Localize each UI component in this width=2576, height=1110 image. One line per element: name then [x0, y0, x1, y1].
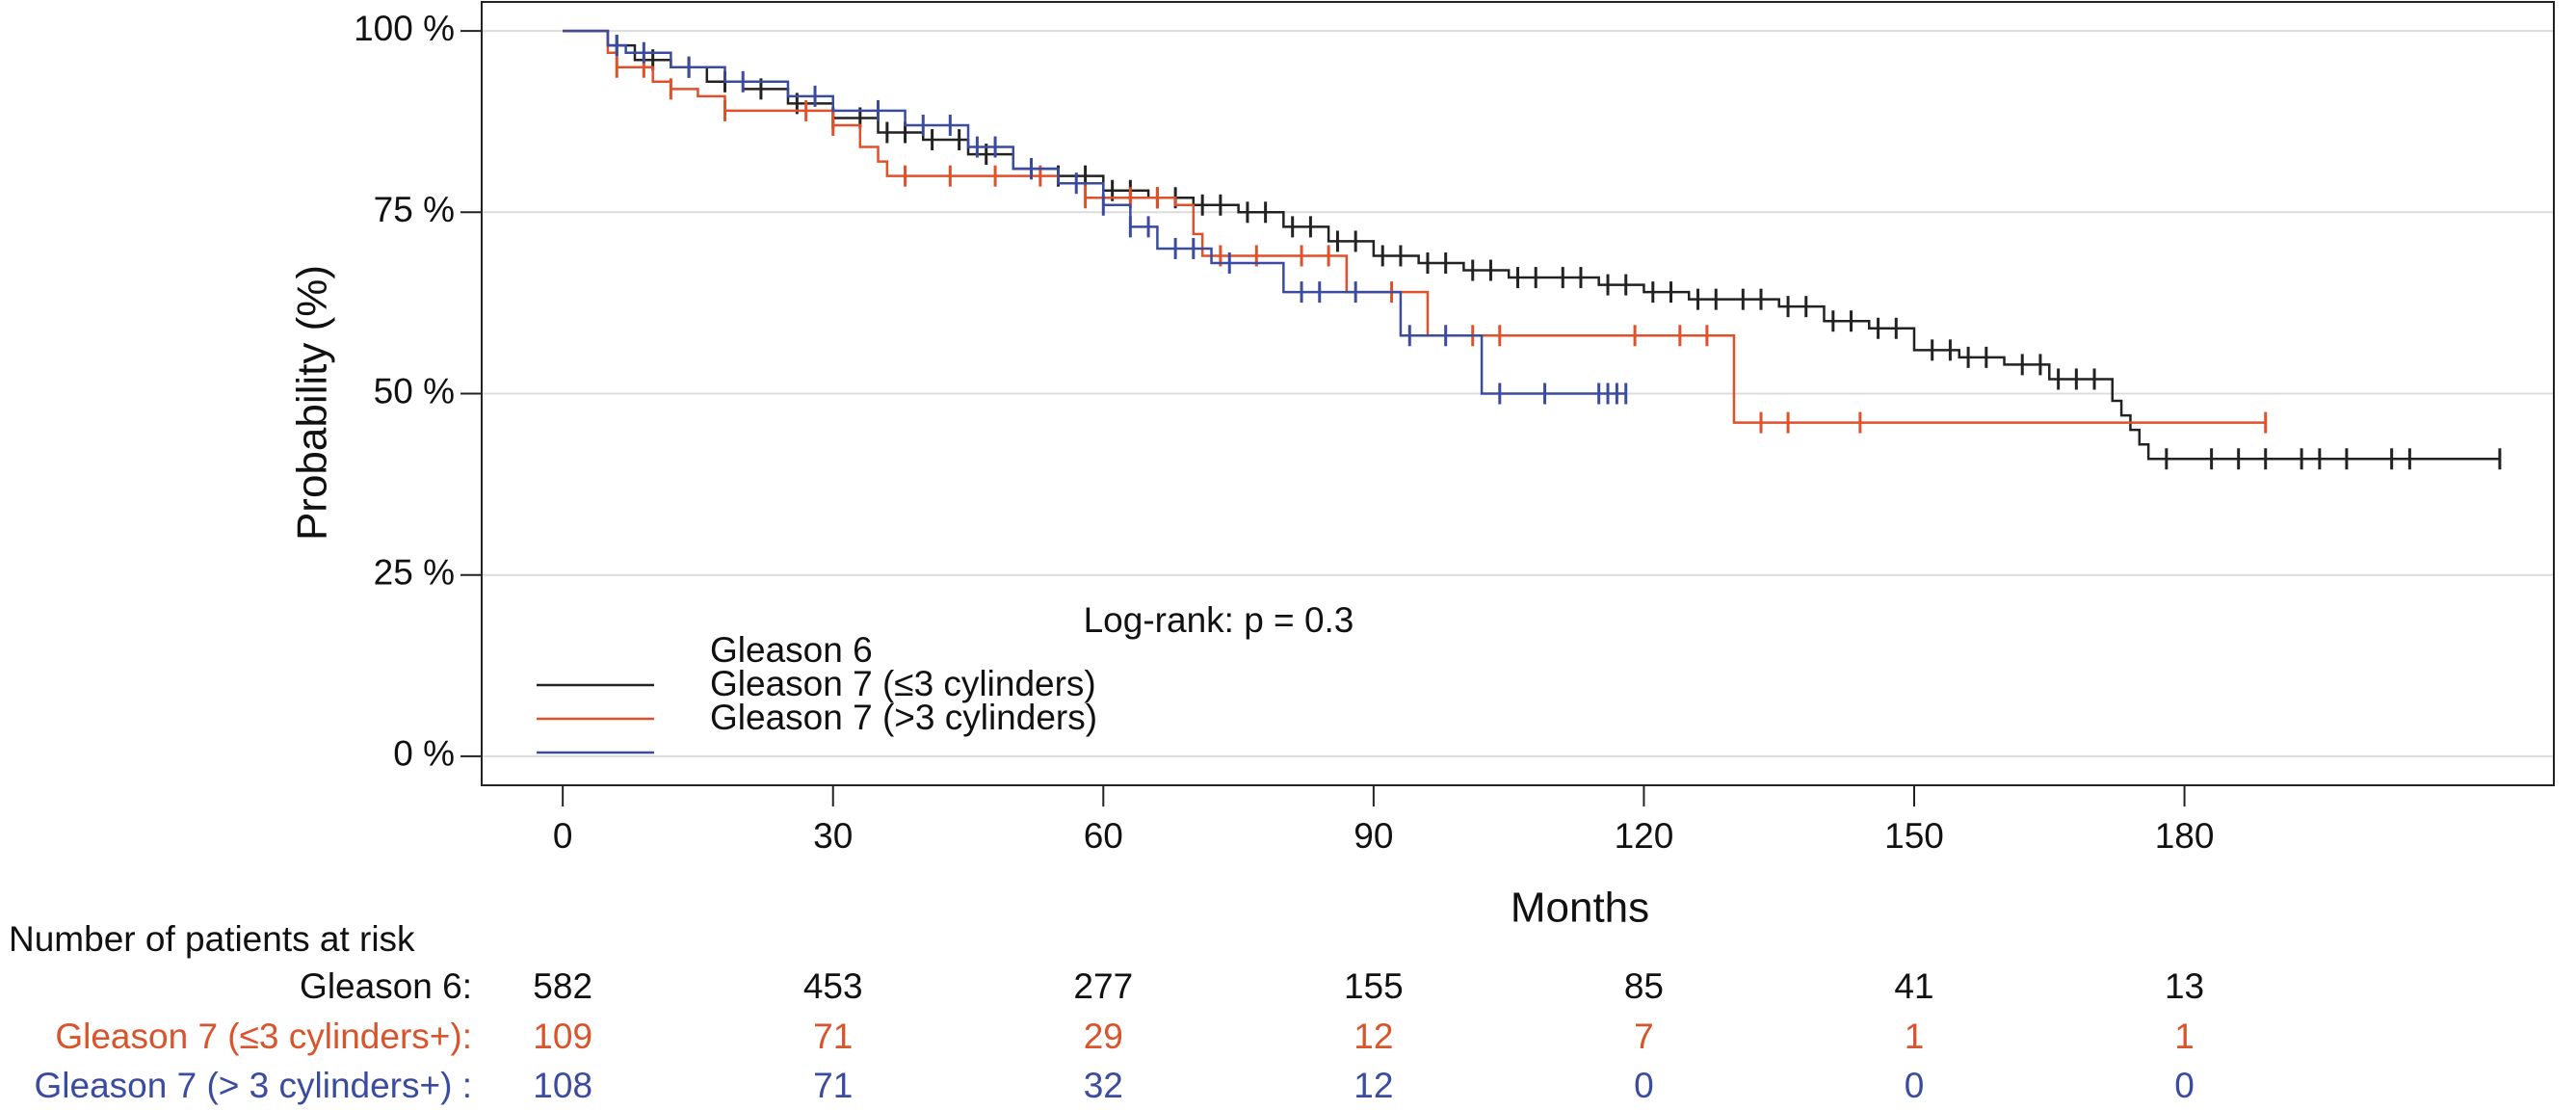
legend-label: Gleason 7 (≤3 cylinders)	[710, 664, 1096, 703]
risk-count: 7	[1634, 1017, 1654, 1056]
x-tick-label: 90	[1354, 816, 1393, 856]
y-axis-title: Probability (%)	[289, 265, 336, 541]
y-tick-label: 75 %	[374, 190, 455, 229]
x-tick-label: 60	[1084, 816, 1123, 856]
risk-count: 453	[803, 966, 863, 1006]
risk-count: 29	[1084, 1017, 1123, 1056]
risk-count: 1	[1905, 1017, 1925, 1056]
risk-count: 85	[1624, 966, 1664, 1006]
annotation: Log-rank: p = 0.3	[1084, 600, 1354, 640]
survival-curve	[563, 29, 1626, 395]
risk-count: 71	[813, 1017, 853, 1056]
x-axis-title: Months	[1511, 885, 1649, 932]
risk-count: 108	[533, 1066, 592, 1105]
survival-curve	[563, 29, 2266, 424]
risk-count: 109	[533, 1017, 592, 1056]
x-tick-label: 120	[1615, 816, 1674, 856]
x-tick-label: 0	[553, 816, 573, 856]
risk-count: 12	[1354, 1066, 1393, 1105]
risk-count: 155	[1344, 966, 1404, 1006]
risk-row-label: Gleason 7 (> 3 cylinders+) :	[35, 1066, 473, 1105]
risk-count: 13	[2165, 966, 2204, 1006]
x-tick-label: 150	[1884, 816, 1944, 856]
risk-count: 0	[2174, 1066, 2195, 1105]
x-tick-label: 180	[2155, 816, 2215, 856]
risk-count: 582	[533, 966, 592, 1006]
risk-table-title: Number of patients at risk	[9, 919, 415, 959]
x-tick-label: 30	[813, 816, 853, 856]
risk-count: 0	[1905, 1066, 1925, 1105]
risk-count: 0	[1634, 1066, 1654, 1105]
risk-count: 32	[1084, 1066, 1123, 1105]
legend-label: Gleason 7 (>3 cylinders)	[710, 698, 1097, 737]
risk-count: 71	[813, 1066, 853, 1105]
risk-count: 277	[1073, 966, 1133, 1006]
risk-row-label: Gleason 6:	[300, 966, 472, 1006]
legend-label: Gleason 6	[710, 630, 873, 670]
plot-frame	[481, 1, 2555, 786]
y-tick-label: 100 %	[354, 9, 455, 48]
risk-count: 41	[1894, 966, 1933, 1006]
y-tick-label: 25 %	[374, 552, 455, 592]
y-tick-label: 50 %	[374, 371, 455, 410]
risk-row-label: Gleason 7 (≤3 cylinders+):	[55, 1017, 472, 1056]
risk-count: 12	[1354, 1017, 1393, 1056]
risk-count: 1	[2174, 1017, 2195, 1056]
y-tick-label: 0 %	[393, 734, 455, 774]
